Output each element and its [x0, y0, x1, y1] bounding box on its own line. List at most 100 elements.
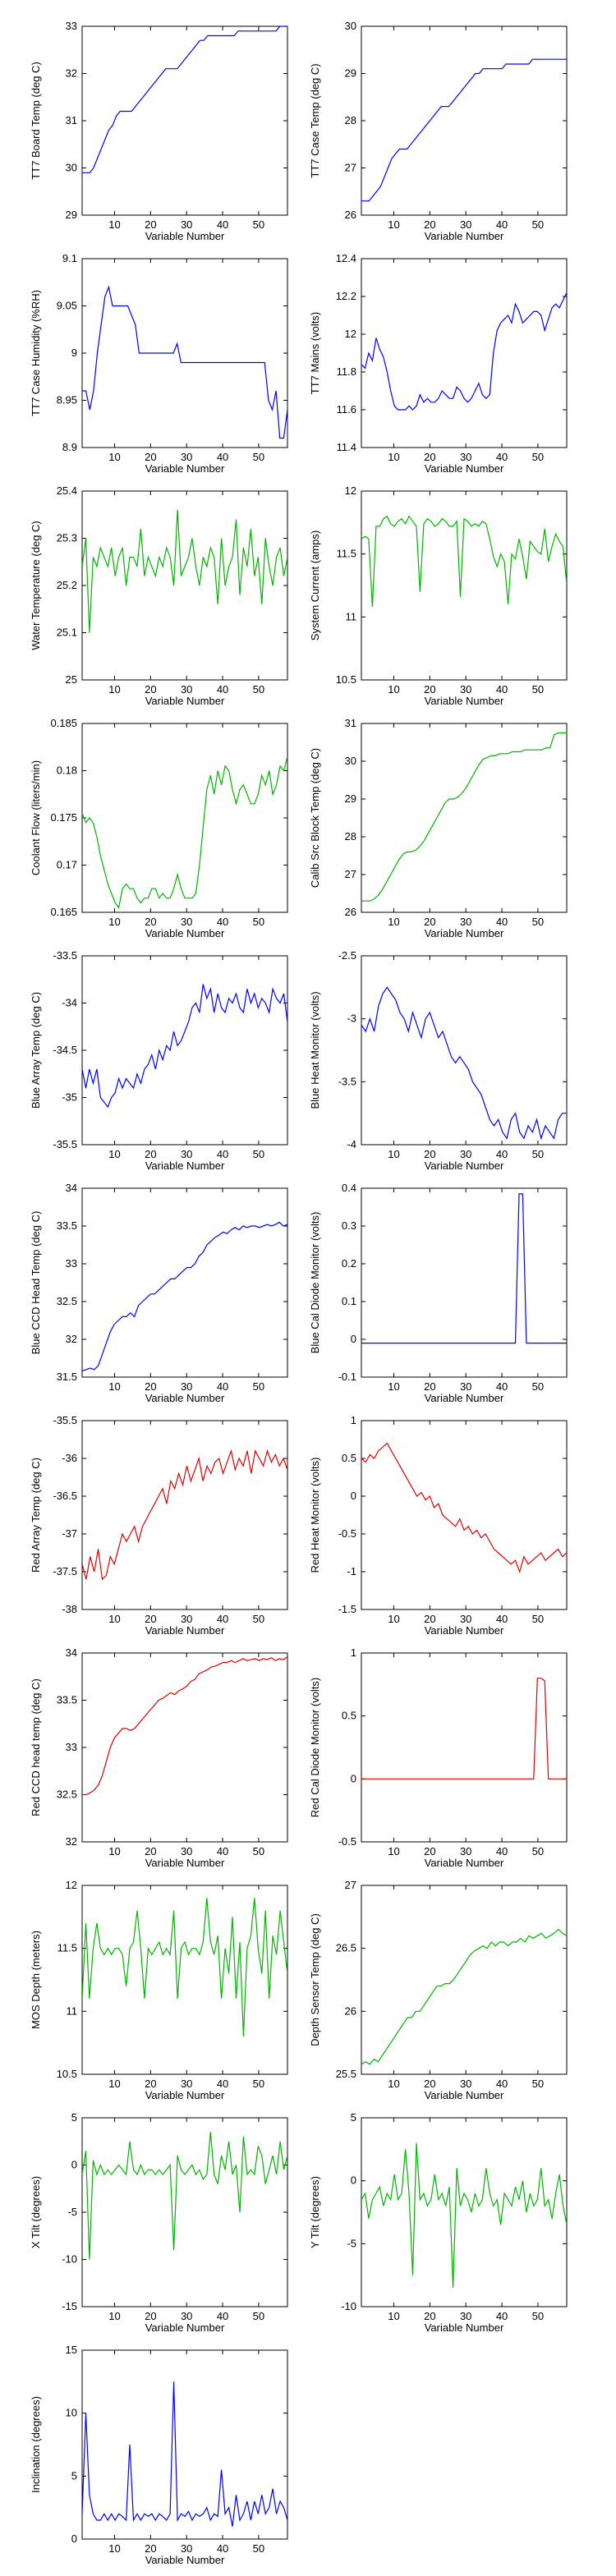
- plot-frame: [81, 2349, 288, 2540]
- x-tick-label: 40: [217, 2310, 228, 2322]
- y-axis-label: Blue Cal Diode Monitor (volts): [309, 1212, 321, 1354]
- x-tick-label: 30: [181, 1380, 192, 1393]
- x-axis-label: Variable Number: [425, 1857, 504, 1869]
- x-tick-label: 50: [532, 683, 544, 696]
- x-tick-label: 20: [145, 1613, 156, 1625]
- x-axis-label: Variable Number: [425, 462, 504, 475]
- y-tick-label: 10: [66, 2407, 77, 2419]
- y-tick-label: 26: [345, 209, 356, 221]
- x-tick-label: 10: [108, 916, 120, 928]
- x-tick-label: 20: [424, 1613, 435, 1625]
- x-tick-label: 40: [496, 683, 508, 696]
- plot-frame: [361, 490, 568, 681]
- x-axis-label: Variable Number: [145, 2089, 225, 2101]
- chart-3: 10 20 30 40 50 8.9 8.95 9 9.05 9.1 Variable Number…: [30, 252, 288, 475]
- y-tick-label: 25.2: [57, 579, 77, 591]
- x-tick-label: 30: [460, 218, 471, 231]
- x-axis-label: Variable Number: [145, 1159, 225, 1172]
- y-tick-label: 32: [66, 1333, 77, 1345]
- x-tick-label: 40: [217, 2542, 228, 2555]
- y-tick-label: 29: [345, 792, 356, 805]
- plot-frame: [81, 258, 288, 448]
- x-tick-label: 10: [108, 683, 120, 696]
- y-tick-label: 32.5: [57, 1295, 77, 1307]
- y-tick-label: 11.5: [337, 548, 356, 560]
- x-tick-label: 20: [424, 451, 435, 463]
- y-axis-label: Red Cal Diode Monitor (volts): [309, 1678, 321, 1818]
- plot-frame: [361, 25, 568, 216]
- chart-8: 10 20 30 40 50 26 27 28 29 30 31 Variable Number Cal…: [309, 717, 568, 939]
- y-tick-label: 0: [351, 2174, 356, 2187]
- y-axis-label: Depth Sensor Temp (deg C): [309, 1913, 321, 2046]
- y-tick-label: 11.4: [337, 441, 356, 453]
- y-tick-label: -2.5: [338, 949, 356, 962]
- y-tick-label: -4: [347, 1138, 356, 1150]
- y-tick-label: -34.5: [53, 1044, 77, 1056]
- y-tick-label: 25.5: [336, 2068, 356, 2080]
- y-tick-label: 34: [66, 1646, 77, 1659]
- x-tick-label: 40: [217, 916, 228, 928]
- x-tick-label: 40: [217, 683, 228, 696]
- x-tick-label: 30: [181, 451, 192, 463]
- y-tick-label: 12: [345, 328, 356, 340]
- x-tick-label: 10: [388, 2078, 399, 2090]
- y-tick-label: -5: [347, 2237, 356, 2249]
- plot-frame: [361, 1885, 568, 2075]
- x-axis-label: Variable Number: [425, 695, 504, 707]
- plot-frame: [81, 723, 288, 913]
- y-tick-label: 0: [351, 1333, 356, 1345]
- x-tick-label: 20: [424, 1845, 435, 1857]
- plot-frame: [361, 955, 568, 1146]
- y-tick-label: 0.2: [342, 1257, 356, 1270]
- x-tick-label: 50: [532, 1613, 544, 1625]
- y-tick-label: 33: [66, 1741, 77, 1753]
- x-tick-label: 20: [145, 916, 156, 928]
- x-axis-label: Variable Number: [145, 1392, 225, 1404]
- x-axis-label: Variable Number: [145, 927, 225, 939]
- x-tick-label: 40: [496, 1845, 508, 1857]
- y-tick-label: 0.5: [342, 1452, 356, 1464]
- x-tick-label: 50: [253, 1613, 264, 1625]
- y-tick-label: 5: [71, 2111, 77, 2124]
- y-tick-label: 30: [345, 755, 356, 767]
- y-axis-label: Inclination (degrees): [30, 2396, 42, 2493]
- y-tick-label: 27: [345, 868, 356, 880]
- y-tick-label: 33: [66, 20, 77, 32]
- y-axis-label: Calib Src Block Temp (deg C): [309, 748, 321, 888]
- plot-frame: [81, 490, 288, 681]
- x-tick-label: 30: [181, 1613, 192, 1625]
- y-tick-label: 27: [345, 162, 356, 174]
- chart-11: 10 20 30 40 50 31.5 32 32.5 33 33.5 34 Variable Num…: [30, 1182, 288, 1404]
- y-tick-label: 26.5: [336, 1942, 356, 1954]
- series-line: [82, 1449, 287, 1581]
- series-line: [82, 2132, 287, 2260]
- x-tick-label: 40: [217, 1613, 228, 1625]
- y-tick-label: 12: [66, 1879, 77, 1891]
- x-tick-label: 10: [108, 1613, 120, 1625]
- y-tick-label: -1: [347, 1565, 356, 1577]
- x-tick-label: 10: [388, 451, 399, 463]
- x-tick-label: 10: [108, 1380, 120, 1393]
- y-tick-label: 8.9: [62, 441, 77, 453]
- x-axis-label: Variable Number: [425, 2321, 504, 2334]
- x-tick-label: 10: [108, 2078, 120, 2090]
- chart-12: 10 20 30 40 50 -0.1 0 0.1 0.2 0.3 0.4 Variable Numb…: [309, 1182, 568, 1404]
- y-axis-label: TT7 Case Temp (deg C): [309, 63, 321, 177]
- y-tick-label: 31.5: [57, 1371, 77, 1383]
- y-tick-label: -5: [67, 2206, 77, 2218]
- y-tick-label: 1: [351, 1414, 356, 1426]
- series-line: [361, 2142, 567, 2289]
- x-tick-label: 10: [108, 2542, 120, 2555]
- plot-frame: [361, 723, 568, 913]
- series-line: [82, 509, 287, 633]
- x-tick-label: 30: [460, 683, 471, 696]
- x-tick-label: 20: [145, 1845, 156, 1857]
- y-tick-label: 0.4: [342, 1182, 356, 1194]
- chart-17: 10 20 30 40 50 10.5 11 11.5 12 Variable Number MOS…: [30, 1879, 288, 2101]
- y-tick-label: 29: [66, 209, 77, 221]
- x-tick-label: 20: [424, 916, 435, 928]
- plot-frame: [361, 2117, 568, 2307]
- series-line: [82, 1898, 287, 2037]
- y-tick-label: 15: [66, 2344, 77, 2356]
- x-tick-label: 50: [253, 218, 264, 231]
